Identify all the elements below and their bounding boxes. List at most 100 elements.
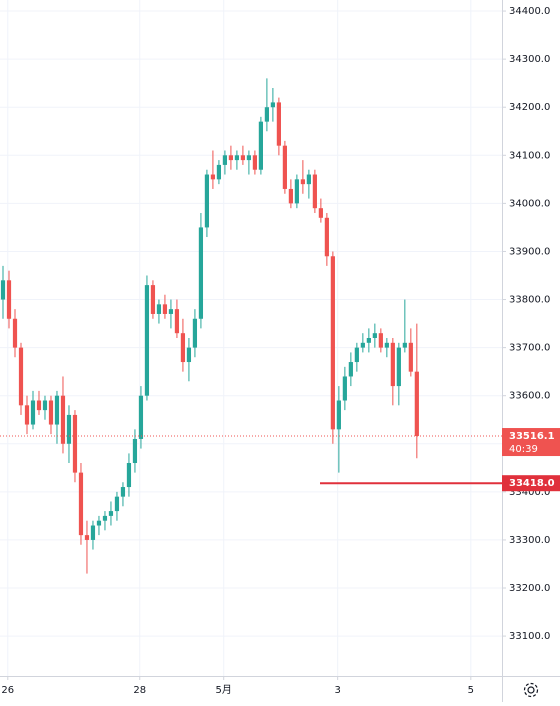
candle-body [228,155,234,161]
candle [252,150,257,175]
candle [366,328,371,353]
candle-body [348,362,353,377]
candle [270,87,275,122]
candle [102,511,108,531]
candle [90,520,96,550]
y-tick-label: 33800.0 [509,295,550,306]
candle [96,515,102,536]
candle-body [312,174,317,209]
candle-body [294,179,299,204]
candle [132,429,138,473]
settings-icon-teeth [523,682,539,698]
candle-body [258,121,263,170]
candle [192,309,198,358]
candle-body [0,280,6,300]
candle [216,160,222,185]
candle-body [240,155,246,161]
candle [12,309,18,358]
candle-body [402,342,407,348]
candle-body [30,400,36,425]
grid [0,0,502,676]
candle [222,150,228,175]
candle [372,323,377,348]
candle-body [330,256,335,430]
y-tick-label: 33700.0 [509,343,550,354]
candle [312,169,317,213]
candle [42,395,48,420]
candle-body [318,208,323,218]
candle-body [18,347,24,406]
candle-body [6,280,12,319]
candle-body [300,179,305,185]
candle [78,463,84,545]
candle [24,395,30,435]
candle-body [132,438,138,464]
candle-body [378,333,383,348]
candle [186,338,192,382]
candle-body [42,400,48,411]
candle-body [120,487,126,497]
candle-body [60,395,66,444]
candle [138,386,144,449]
candle [162,294,168,319]
candle [396,342,401,406]
candle [408,328,413,377]
candle [30,390,36,430]
candle [258,116,263,175]
candle-body [54,395,60,425]
x-tick-label: 28 [133,685,146,696]
candle [48,395,54,435]
y-tick-label: 33200.0 [509,583,550,594]
candle-body [78,472,84,536]
candle [306,169,311,199]
candle [330,251,335,444]
candle-body [342,376,347,401]
candle-body [198,227,204,319]
candle [84,520,90,574]
candle-body [156,304,162,314]
settings-icon[interactable] [523,682,539,698]
candle [60,376,66,454]
candle-body [186,347,192,363]
candle [72,410,78,483]
candle [120,482,126,507]
candle [180,318,186,372]
candle [324,212,329,266]
candle-body [354,347,359,363]
candle-body [336,400,341,430]
candle-body [168,309,174,314]
candle-body [270,102,275,108]
level-label-bg [502,475,560,492]
candle-body [222,155,228,165]
candle-body [108,511,114,516]
candle [114,491,120,521]
candle-body [162,304,168,314]
last-price-label: 33516.1 [509,431,555,442]
candle [210,150,216,189]
candle [390,338,395,406]
candle [288,179,293,209]
candle [318,198,323,223]
candle-body [372,333,377,338]
candle [150,280,156,319]
candle-body [90,525,96,540]
candle [402,299,407,353]
candle-body [384,342,389,348]
candle [294,174,299,209]
candle-body [366,338,371,343]
candle-body [66,414,72,444]
candle-body [324,217,329,257]
candle [126,453,132,497]
candle-body [414,371,419,437]
candle [204,169,210,238]
candle-body [282,145,287,189]
candle [66,405,72,464]
y-tick-label: 33900.0 [509,246,550,257]
candle-body [24,405,30,425]
candle [282,140,287,194]
candle [6,270,12,329]
y-tick-label: 33300.0 [509,535,550,546]
candle [348,352,353,387]
y-tick-label: 33600.0 [509,391,550,402]
